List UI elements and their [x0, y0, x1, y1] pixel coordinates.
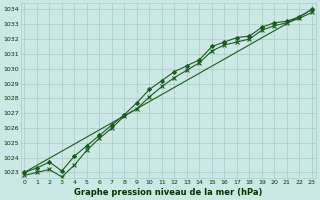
- X-axis label: Graphe pression niveau de la mer (hPa): Graphe pression niveau de la mer (hPa): [74, 188, 262, 197]
